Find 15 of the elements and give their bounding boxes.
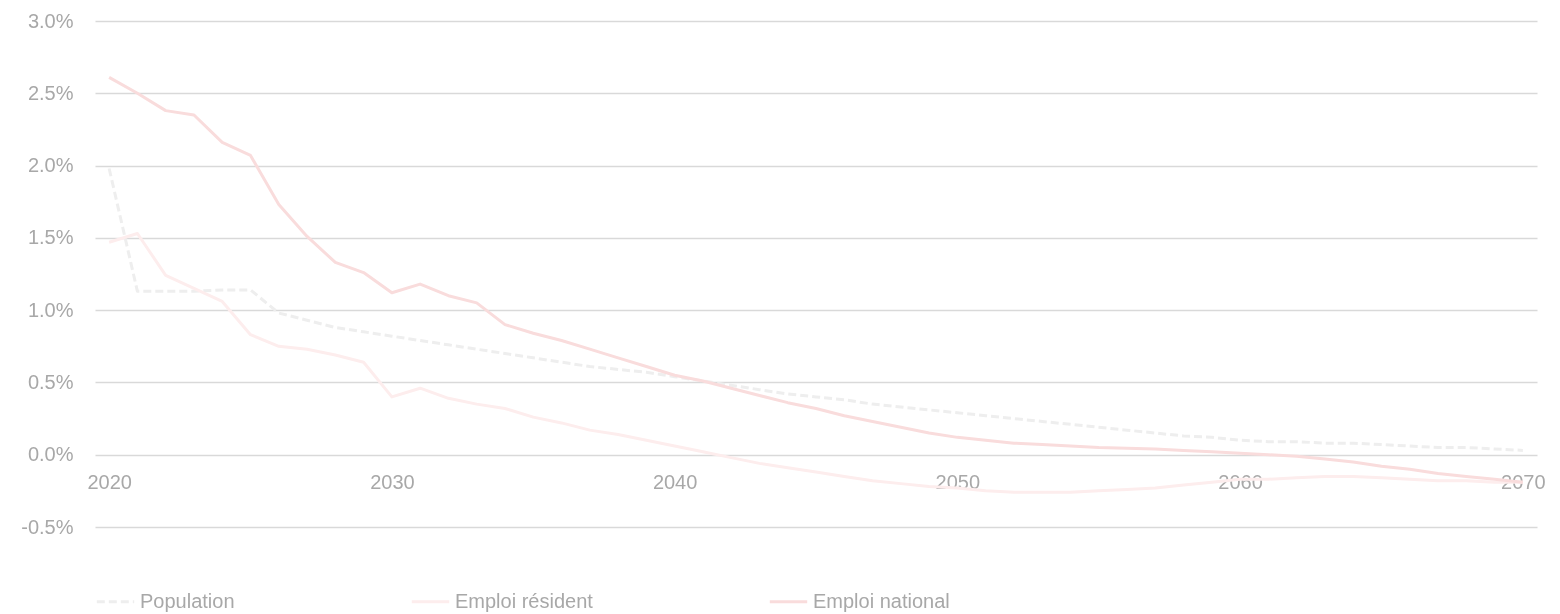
legend-label: Population: [140, 589, 235, 612]
y-tick-label: 2.0%: [27, 154, 74, 177]
line-series: [107, 166, 1525, 452]
legend-label: Emploi national: [813, 589, 950, 612]
x-tick-label: 2030: [370, 471, 415, 494]
y-tick-label: 2.5%: [27, 81, 74, 104]
x-tick-label: 2020: [87, 471, 132, 494]
x-tick-label: 2040: [652, 471, 698, 494]
y-tick-label: 1.0%: [27, 298, 74, 321]
legend-label: Emploi résident: [455, 589, 594, 612]
y-tick-label: 3.0%: [27, 9, 74, 32]
y-tick-label: 0.5%: [27, 370, 74, 393]
y-tick-label: 0.0%: [27, 443, 74, 466]
y-tick-label: -0.5%: [21, 515, 74, 538]
y-tick-label: 1.5%: [27, 226, 74, 249]
